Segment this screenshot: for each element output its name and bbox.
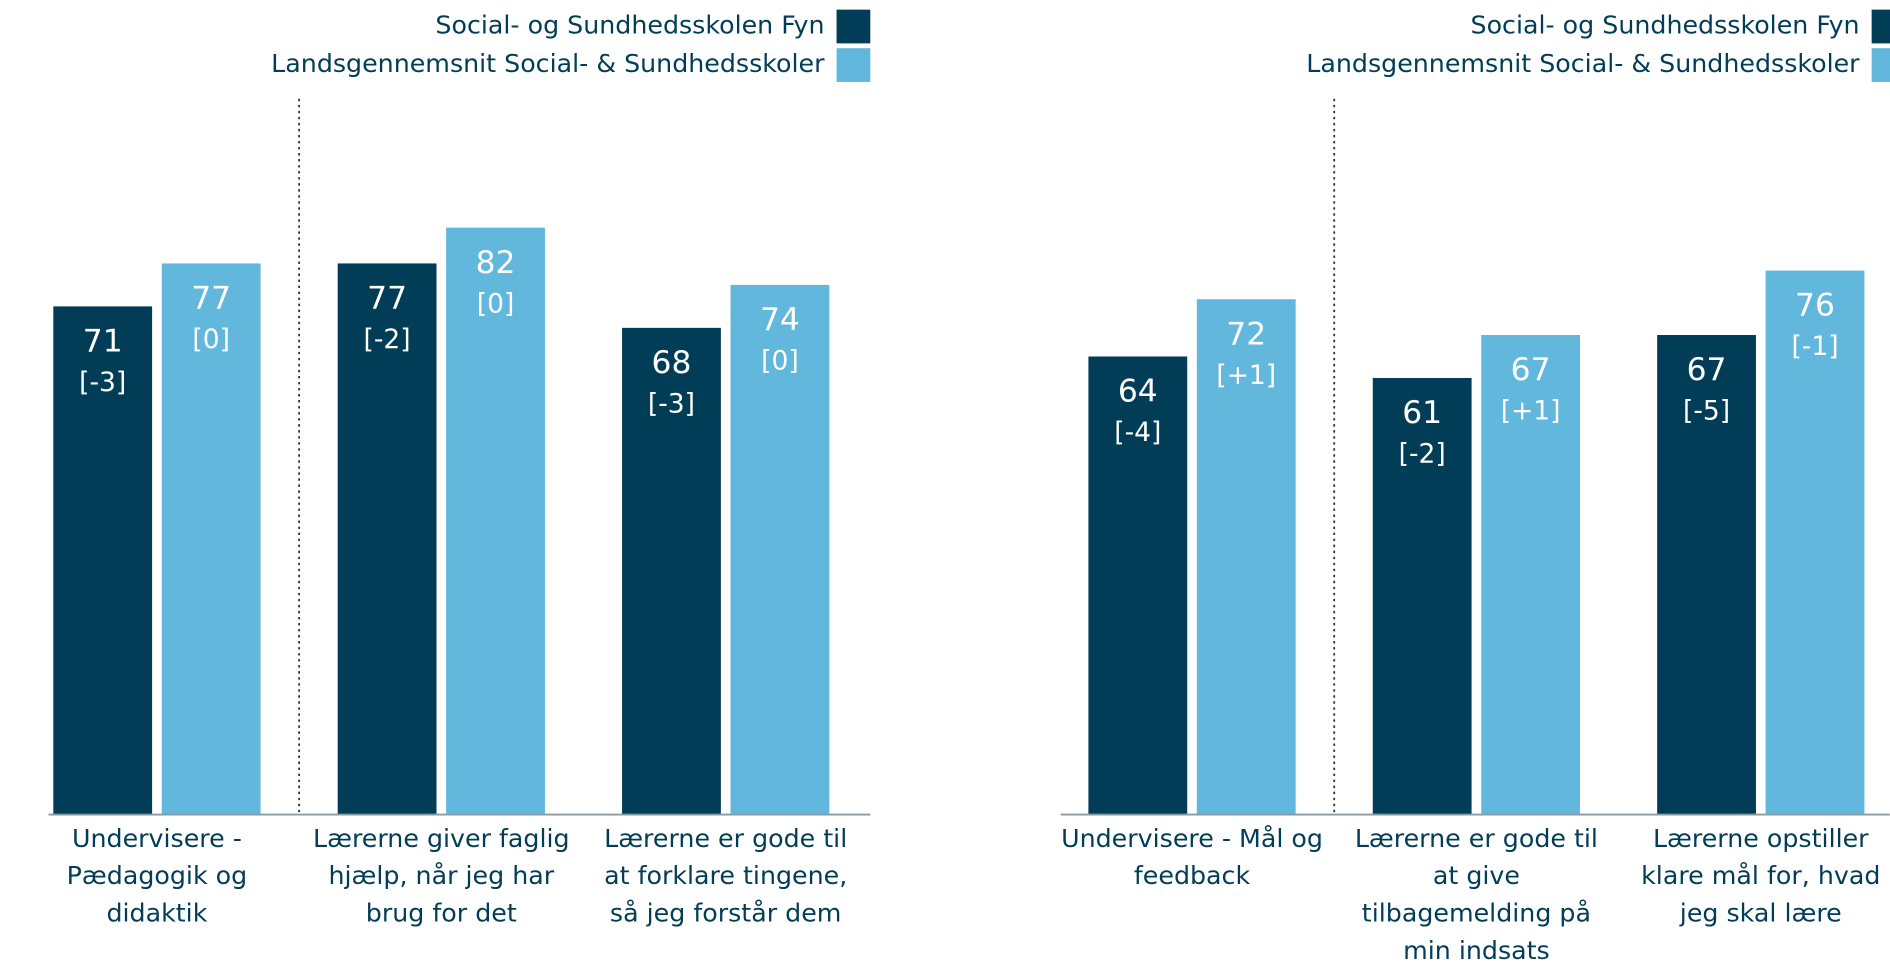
delta-label: [0] [192, 324, 230, 355]
x-tick-label-line: Lærerne er gode til [1355, 824, 1598, 853]
x-tick-label-line: Lærerne er gode til [604, 824, 847, 853]
x-tick-label: Lærerne er gode til at give tilbagemelding… [1355, 824, 1598, 964]
x-tick-label: Lærerne giver faglig hjælp, når jeg har br… [313, 824, 570, 928]
x-tick-label-line: feedback [1134, 861, 1251, 890]
legend-label: Landsgennemsnit Social- & Sundhedsskoler [271, 49, 825, 78]
legend-swatch [836, 48, 871, 82]
delta-label: [+1] [1216, 360, 1276, 391]
x-tick-label-line: min indsats [1403, 936, 1550, 964]
value-label: 71 [83, 324, 123, 360]
delta-label: [-2] [1399, 439, 1446, 470]
x-tick-label-line: hjælp, når jeg har [328, 861, 554, 890]
delta-label: [-3] [79, 367, 126, 398]
x-tick-label-line: klare mål for, hvad [1641, 861, 1880, 890]
value-label: 77 [191, 281, 231, 317]
bar [1088, 356, 1188, 815]
x-tick-label-line: jeg skal lære [1679, 899, 1842, 928]
bar [1196, 299, 1296, 815]
delta-label: [+1] [1501, 396, 1561, 427]
x-tick-label: Undervisere - Mål og feedback [1061, 824, 1323, 890]
delta-label: [-2] [364, 324, 411, 355]
x-tick-label-line: Pædagogik og [67, 861, 248, 890]
x-tick-label: Undervisere - Pædagogik og didaktik [67, 824, 248, 928]
bar [53, 306, 153, 815]
bar [1372, 377, 1472, 815]
bar [622, 327, 721, 815]
legend-label: Social- og Sundhedsskolen Fyn [1471, 11, 1860, 40]
value-label: 67 [1687, 352, 1727, 388]
value-label: 82 [476, 245, 516, 281]
value-label: 77 [367, 281, 407, 317]
legend-swatch [1871, 9, 1890, 44]
x-tick-label-line: at forklare tingene, [604, 861, 847, 890]
x-tick-label: Lærerne er gode til at forklare tingene, s… [604, 824, 847, 928]
x-tick-label-line: didaktik [106, 899, 207, 928]
value-label: 72 [1226, 316, 1266, 352]
value-label: 67 [1511, 352, 1551, 388]
value-label: 68 [652, 345, 692, 381]
delta-label: [0] [761, 346, 799, 377]
delta-label: [-3] [648, 388, 695, 419]
value-label: 74 [760, 302, 800, 338]
legend-label: Landsgennemsnit Social- & Sundhedsskoler [1306, 49, 1860, 78]
value-label: 61 [1402, 395, 1442, 431]
x-tick-label-line: Lærerne opstiller [1653, 824, 1869, 853]
bar [730, 284, 830, 815]
bar [446, 227, 545, 815]
x-tick-label-line: Undervisere - Mål og [1061, 824, 1323, 853]
value-label: 64 [1118, 374, 1158, 410]
bar [337, 263, 437, 815]
delta-label: [-5] [1683, 396, 1730, 427]
x-tick-label-line: at give [1433, 861, 1520, 890]
bar [161, 263, 261, 815]
bar [1481, 335, 1581, 815]
delta-label: [-1] [1791, 331, 1838, 362]
delta-label: [-4] [1114, 417, 1161, 448]
bar [1765, 270, 1865, 815]
x-tick-label-line: Lærerne giver faglig [313, 824, 570, 853]
delta-label: [0] [477, 288, 515, 319]
x-tick-label-line: Undervisere - [72, 824, 242, 853]
legend-label: Social- og Sundhedsskolen Fyn [435, 11, 824, 40]
x-tick-label-line: så jeg forstår dem [610, 899, 842, 928]
bar [1657, 335, 1756, 815]
x-tick-label-line: tilbagemelding på [1362, 899, 1591, 928]
x-tick-label: Lærerne opstiller klare mål for, hvad jeg … [1641, 824, 1880, 928]
value-label: 76 [1795, 288, 1835, 324]
legend-swatch [1871, 48, 1890, 82]
legend-swatch [836, 9, 871, 44]
x-tick-label-line: brug for det [366, 899, 517, 928]
